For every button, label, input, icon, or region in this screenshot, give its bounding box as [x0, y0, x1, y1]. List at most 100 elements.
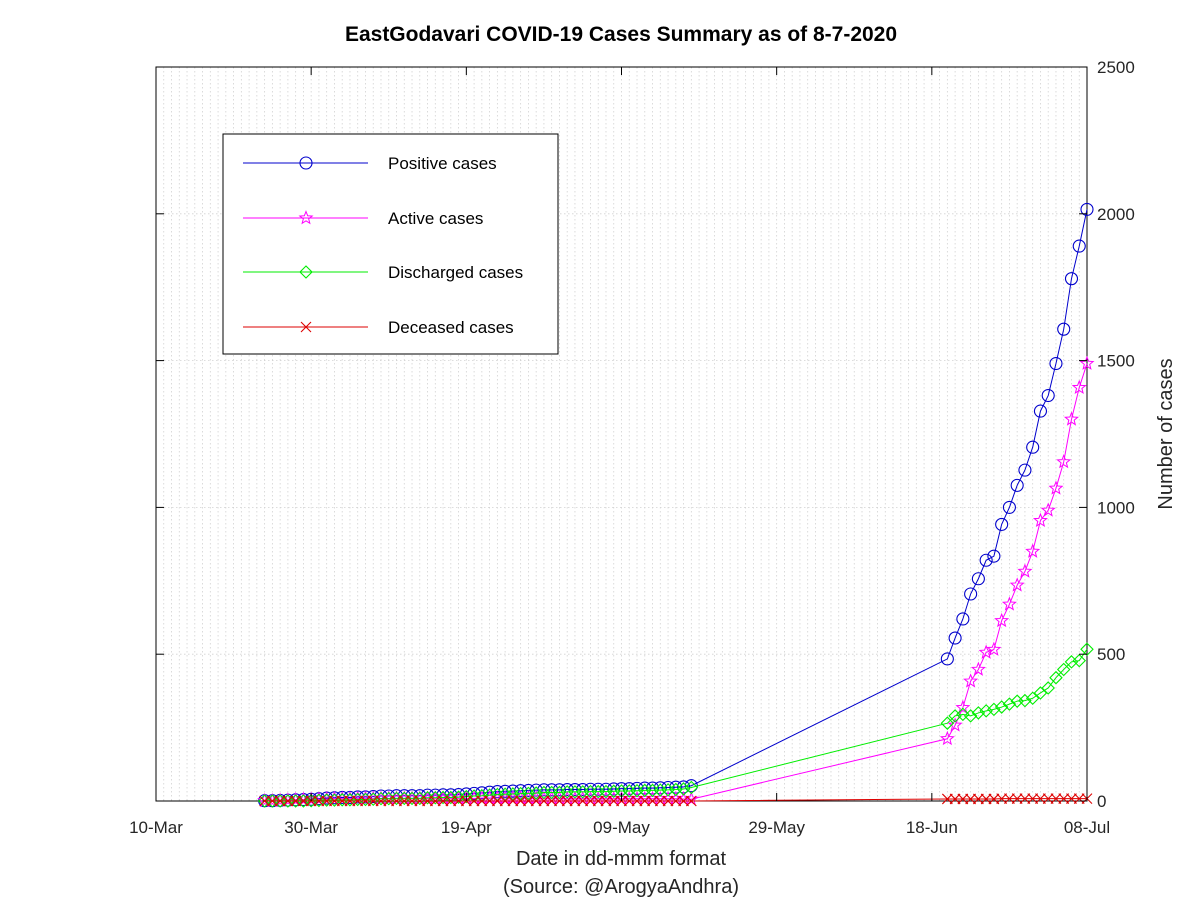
- data-point-deceased-cases: [266, 795, 278, 807]
- x-marker-stroke: [507, 795, 519, 807]
- x-marker-stroke: [266, 795, 278, 807]
- data-point-positive-cases: [521, 783, 535, 797]
- data-point-deceased-cases: [298, 795, 309, 807]
- legend-entry-discharged-cases: Discharged cases: [243, 263, 523, 282]
- x-marker-stroke: [685, 795, 697, 807]
- data-point-positive-cases: [545, 783, 559, 797]
- x-marker-stroke: [329, 795, 340, 807]
- x-marker-stroke: [274, 795, 286, 807]
- data-point-active-cases: [1032, 512, 1048, 527]
- data-point-deceased-cases: [1019, 793, 1031, 805]
- data-point-discharged-cases: [994, 700, 1009, 714]
- x-marker-stroke: [623, 795, 635, 807]
- data-point-active-cases: [939, 730, 955, 746]
- data-point-deceased-cases: [631, 795, 643, 807]
- data-point-deceased-cases: [414, 795, 426, 807]
- data-point-positive-cases: [979, 553, 993, 567]
- data-point-deceased-cases: [996, 793, 1008, 805]
- data-point-deceased-cases: [290, 795, 302, 807]
- data-point-positive-cases: [1049, 356, 1063, 371]
- data-point-positive-cases: [1033, 404, 1047, 418]
- data-point-discharged-cases: [1064, 655, 1079, 669]
- x-tick-label: 18-Jun: [906, 818, 958, 837]
- x-marker-stroke: [585, 795, 596, 807]
- data-point-deceased-cases: [360, 795, 371, 807]
- data-point-discharged-cases: [987, 702, 1001, 717]
- data-point-deceased-cases: [972, 793, 984, 805]
- data-point-positive-cases: [1041, 388, 1055, 403]
- data-point-deceased-cases: [437, 795, 449, 807]
- legend-entry-active-cases: Active cases: [243, 209, 483, 228]
- x-marker-stroke: [608, 795, 620, 807]
- x-marker-stroke: [639, 795, 651, 807]
- x-marker-stroke: [313, 795, 325, 807]
- data-point-deceased-cases: [259, 795, 271, 807]
- y-tick-label: 0: [1097, 792, 1106, 811]
- x-marker-stroke: [1066, 793, 1077, 805]
- x-marker-stroke: [965, 793, 977, 805]
- x-marker-stroke: [259, 795, 271, 807]
- data-point-deceased-cases: [1073, 793, 1085, 805]
- data-point-discharged-cases: [1041, 681, 1055, 695]
- x-marker-stroke: [422, 795, 433, 807]
- x-marker-stroke: [980, 793, 992, 805]
- x-marker-stroke: [1058, 793, 1070, 805]
- x-marker-stroke: [600, 795, 612, 807]
- data-point-deceased-cases: [647, 795, 658, 807]
- x-marker-stroke: [1011, 793, 1023, 805]
- series-deceased-cases: [259, 793, 1093, 807]
- data-point-active-cases: [955, 699, 971, 715]
- data-point-discharged-cases: [1072, 653, 1087, 668]
- data-point-deceased-cases: [445, 795, 457, 807]
- data-point-deceased-cases: [554, 795, 565, 807]
- data-point-discharged-cases: [552, 785, 567, 800]
- x-marker-stroke: [577, 795, 589, 807]
- data-point-deceased-cases: [523, 795, 534, 807]
- x-marker-stroke: [445, 795, 457, 807]
- data-point-positive-cases: [537, 783, 551, 797]
- data-point-positive-cases: [948, 631, 962, 645]
- x-marker-stroke: [523, 795, 534, 807]
- x-marker-stroke: [1073, 793, 1085, 805]
- data-point-deceased-cases: [429, 795, 441, 807]
- data-point-discharged-cases: [1025, 691, 1040, 706]
- x-marker-stroke: [631, 795, 643, 807]
- data-point-deceased-cases: [484, 795, 495, 807]
- data-point-positive-cases: [1057, 322, 1071, 336]
- x-marker-stroke: [592, 795, 604, 807]
- tick-layer: 0 500 1000 1500 2000 2500 10-Mar 30-Mar 19-Apr 09…: [129, 58, 1135, 837]
- x-marker-stroke: [491, 795, 503, 807]
- data-point-active-cases: [1009, 577, 1025, 592]
- data-point-positive-cases: [568, 782, 582, 797]
- data-point-deceased-cases: [329, 795, 340, 807]
- data-point-positive-cases: [1080, 202, 1094, 216]
- x-marker-stroke: [352, 795, 364, 807]
- data-point-positive-cases: [498, 784, 512, 798]
- data-point-discharged-cases: [1080, 642, 1094, 656]
- x-marker-stroke: [972, 793, 984, 805]
- x-marker-stroke: [1035, 793, 1046, 805]
- x-marker-stroke: [530, 795, 542, 807]
- x-tick-label: 10-Mar: [129, 818, 183, 837]
- legend-marker-circle: [299, 156, 313, 170]
- data-point-positive-cases: [506, 784, 520, 798]
- data-point-deceased-cases: [1058, 793, 1070, 805]
- legend-label-discharged-cases: Discharged cases: [388, 263, 523, 282]
- x-tick-label: 30-Mar: [284, 818, 338, 837]
- data-point-discharged-cases: [1049, 670, 1063, 685]
- data-point-deceased-cases: [336, 795, 348, 807]
- data-point-deceased-cases: [561, 795, 573, 807]
- data-point-discharged-cases: [451, 790, 466, 804]
- x-marker-stroke: [406, 795, 418, 807]
- data-point-deceased-cases: [546, 795, 558, 807]
- x-marker-stroke: [554, 795, 565, 807]
- data-point-deceased-cases: [662, 795, 674, 807]
- x-marker-stroke: [367, 795, 379, 807]
- data-point-positive-cases: [630, 781, 644, 795]
- data-point-deceased-cases: [1042, 793, 1054, 805]
- legend-entry-positive-cases: Positive cases: [243, 154, 497, 173]
- data-point-active-cases: [1056, 454, 1072, 469]
- chart-title: EastGodavari COVID-19 Cases Summary as o…: [345, 23, 897, 46]
- data-point-discharged-cases: [1002, 697, 1017, 711]
